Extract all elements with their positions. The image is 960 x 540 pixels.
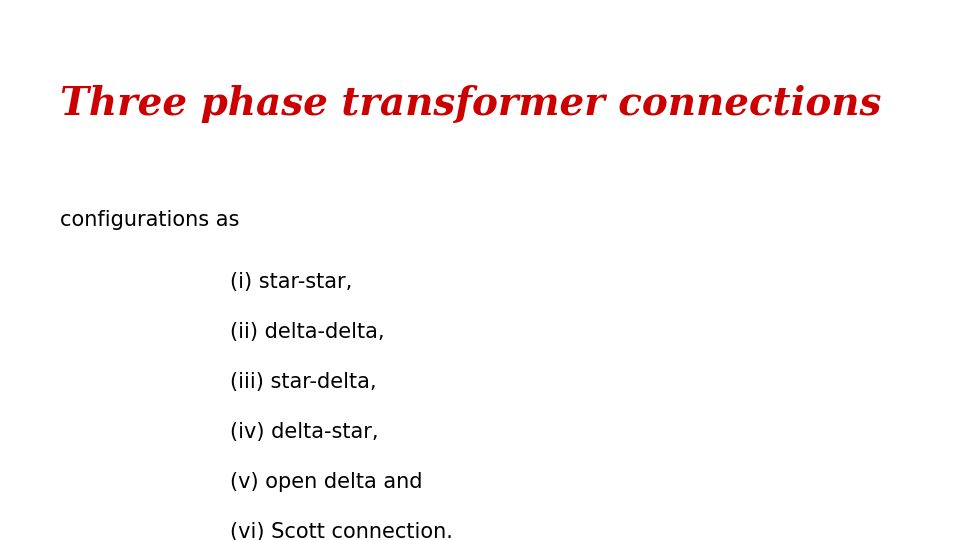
Text: (v) open delta and: (v) open delta and (230, 472, 422, 492)
Text: configurations as: configurations as (60, 210, 239, 230)
Text: (i) star-star,: (i) star-star, (230, 272, 352, 292)
Text: (ii) delta-delta,: (ii) delta-delta, (230, 322, 385, 342)
Text: (iii) star-delta,: (iii) star-delta, (230, 372, 376, 392)
Text: (vi) Scott connection.: (vi) Scott connection. (230, 522, 453, 540)
Text: Three phase transformer connections: Three phase transformer connections (60, 85, 881, 123)
Text: (iv) delta-star,: (iv) delta-star, (230, 422, 378, 442)
